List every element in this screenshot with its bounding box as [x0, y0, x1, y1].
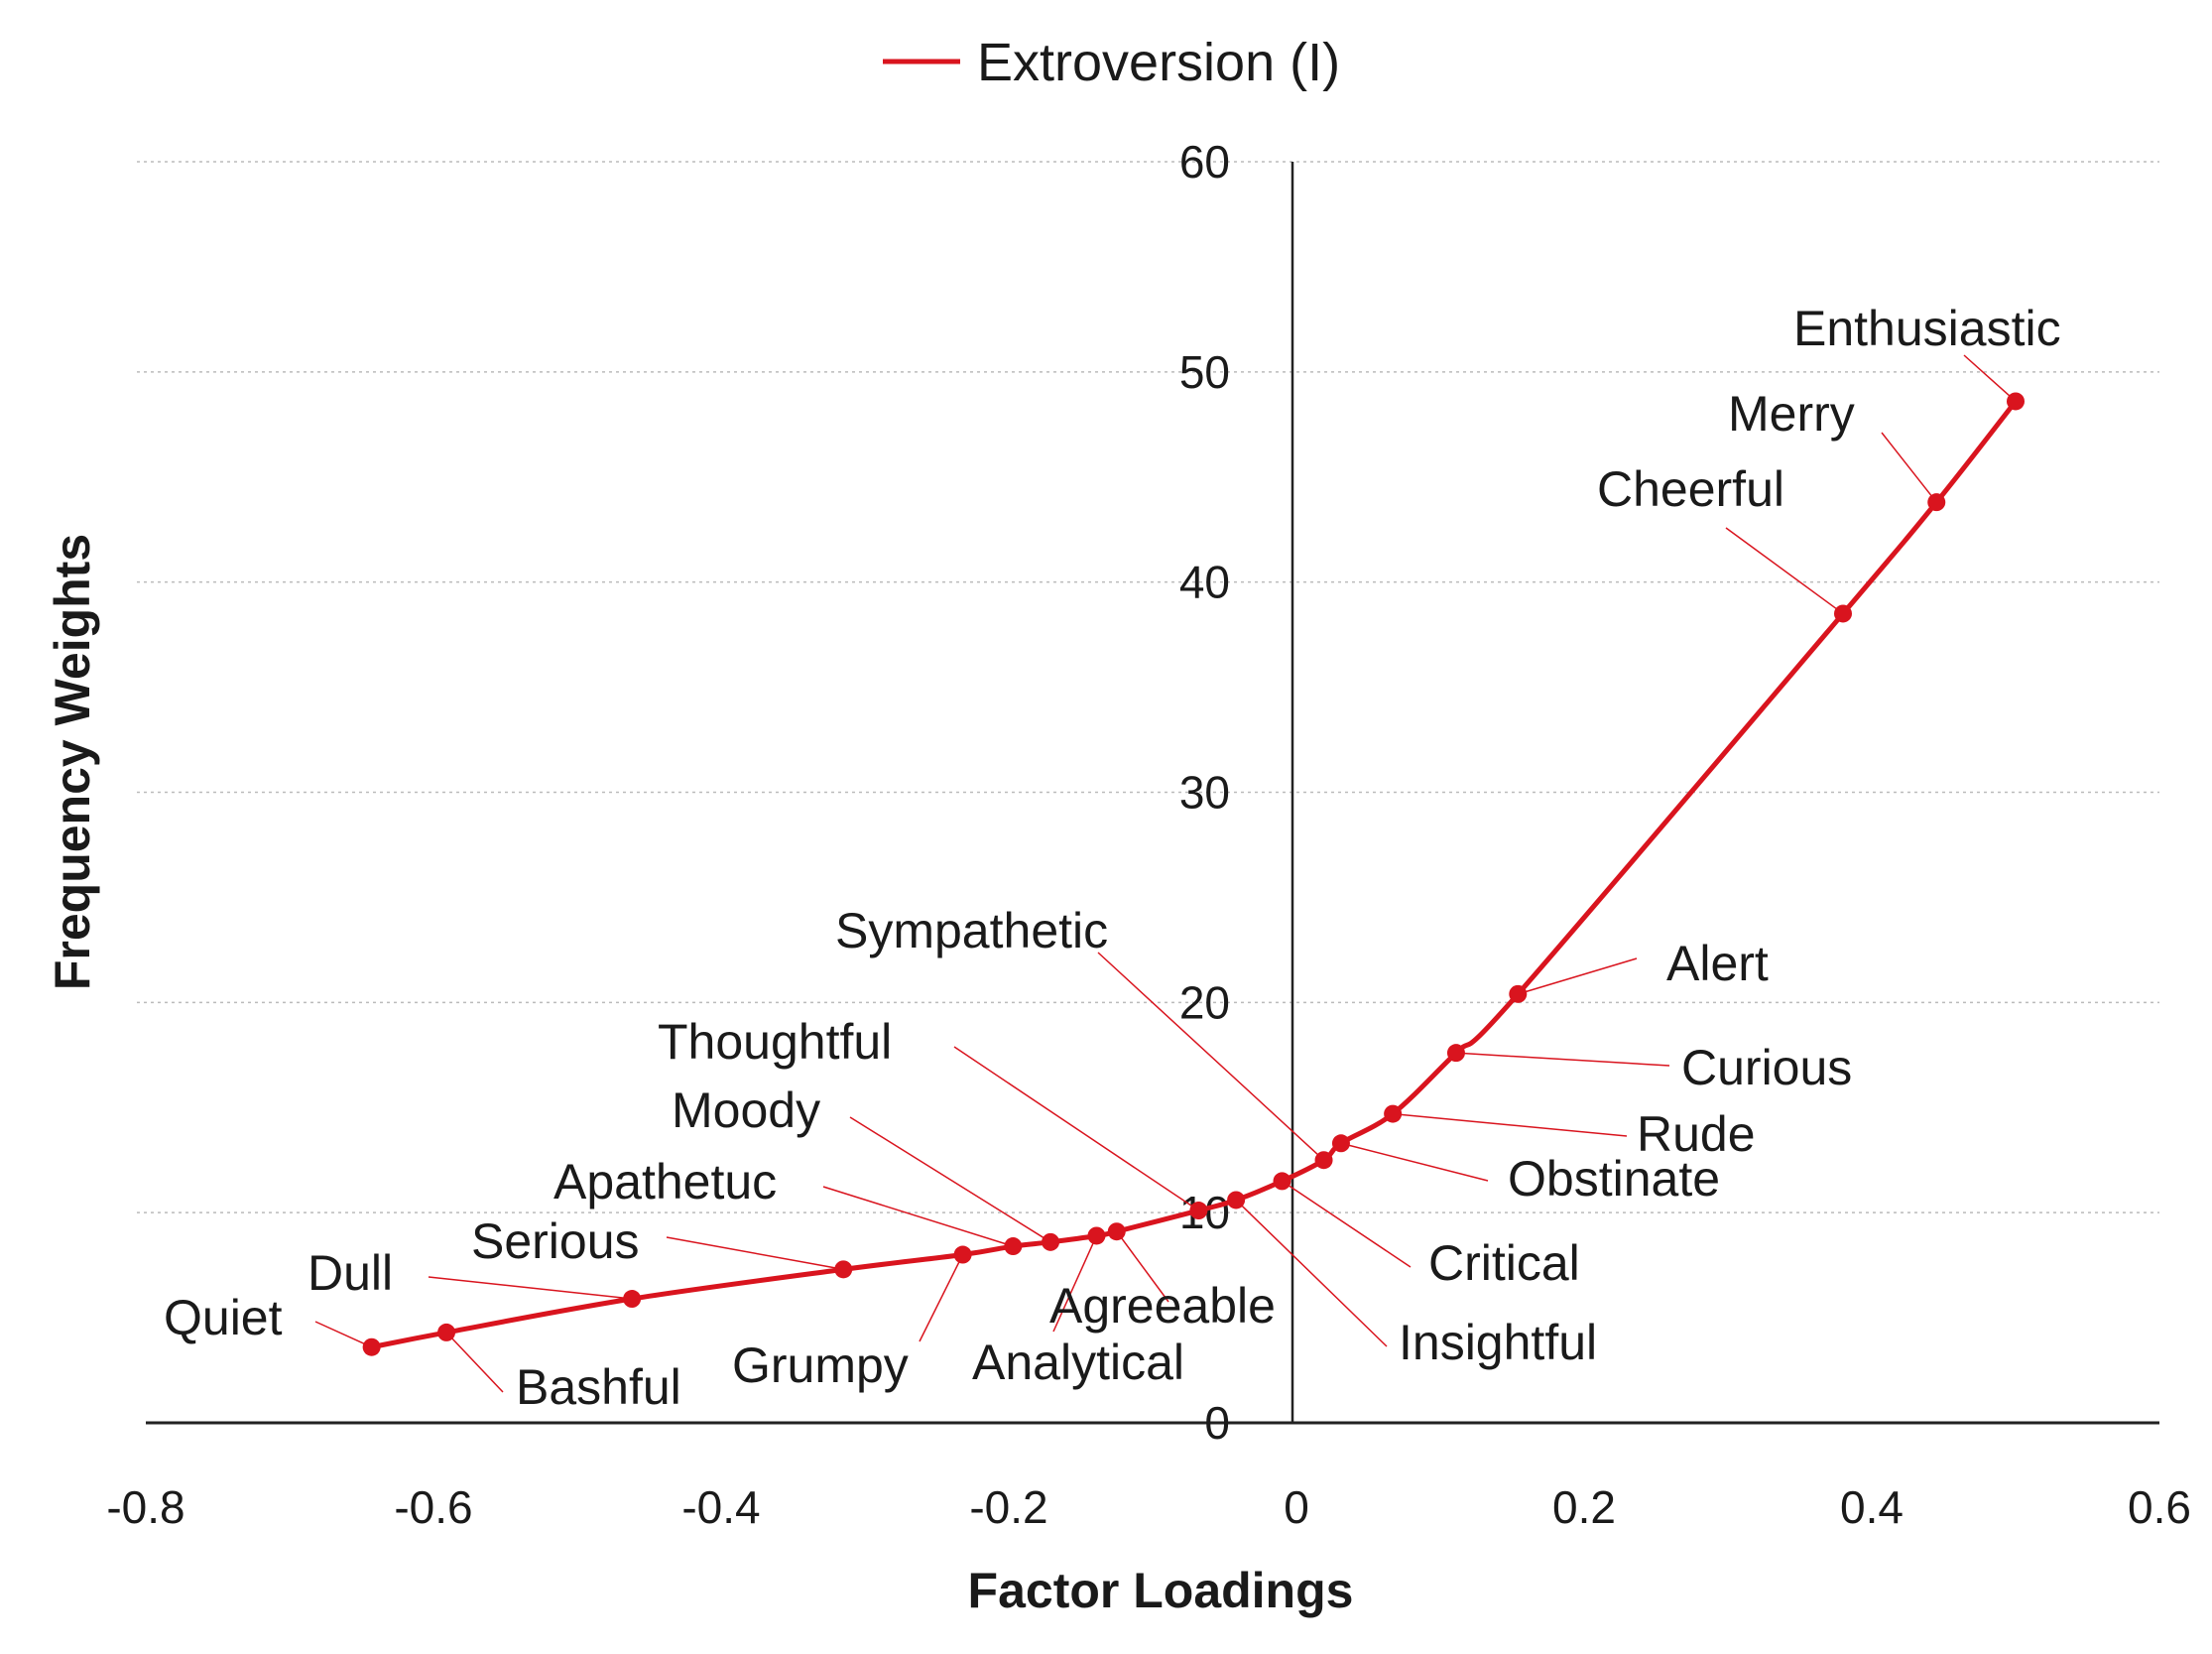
data-point-analytical: [1087, 1226, 1106, 1245]
data-point-thoughtful: [1189, 1202, 1208, 1220]
x-tick-label: -0.6: [394, 1481, 472, 1533]
axes: [146, 162, 2159, 1425]
leader-grumpy: [919, 1254, 964, 1342]
leader-obstinate: [1340, 1142, 1489, 1182]
leader-bashful: [445, 1332, 504, 1393]
leader-sympathetic: [1097, 952, 1325, 1161]
data-point-bashful: [437, 1323, 456, 1341]
data-point-obstinate: [1331, 1134, 1350, 1153]
data-point-dull: [623, 1290, 642, 1309]
data-point-cheerful: [1834, 604, 1852, 623]
data-point-alert: [1509, 984, 1528, 1003]
y-tick-label: 20: [1179, 976, 1230, 1028]
leader-serious: [666, 1236, 844, 1271]
leader-dull: [428, 1276, 633, 1300]
point-label-merry: Merry: [1728, 386, 1855, 442]
tick-labels: 0102030405060-0.8-0.6-0.4-0.200.20.40.6: [106, 136, 2191, 1533]
leader-thoughtful: [953, 1046, 1199, 1211]
data-point-merry: [1927, 493, 1946, 512]
leader-rude: [1393, 1112, 1628, 1137]
series-extroversion: [362, 392, 2025, 1356]
point-label-grumpy: Grumpy: [732, 1337, 909, 1393]
leader-merry: [1881, 432, 1937, 503]
point-labels: Quiet Bashful Dull Serious Grumpy Apathetuc Mo…: [164, 301, 2061, 1415]
leader-critical: [1282, 1180, 1412, 1268]
x-tick-label: 0.6: [2128, 1481, 2191, 1533]
x-axis-title: Factor Loadings: [968, 1563, 1354, 1618]
leader-insightful: [1235, 1199, 1388, 1347]
data-point-agreeable: [1107, 1222, 1126, 1241]
point-label-serious: Serious: [471, 1213, 640, 1269]
y-tick-label: 50: [1179, 346, 1230, 398]
point-label-thoughtful: Thoughtful: [658, 1014, 892, 1070]
x-tick-label: -0.4: [681, 1481, 760, 1533]
point-label-rude: Rude: [1637, 1106, 1756, 1162]
point-label-enthusiastic: Enthusiastic: [1793, 301, 2061, 356]
data-point-grumpy: [953, 1245, 972, 1264]
point-label-moody: Moody: [672, 1082, 820, 1138]
point-label-apathetuc: Apathetuc: [553, 1154, 777, 1209]
point-label-alert: Alert: [1666, 936, 1769, 991]
leader-apathetuc: [822, 1186, 1014, 1247]
point-label-agreeable: Agreeable: [1049, 1278, 1276, 1334]
data-point-quiet: [362, 1337, 381, 1356]
data-point-sympathetic: [1314, 1151, 1333, 1170]
point-label-analytical: Analytical: [972, 1335, 1184, 1390]
leader-cheerful: [1725, 527, 1844, 615]
y-tick-label: 30: [1179, 767, 1230, 819]
leader-analytical: [1052, 1235, 1098, 1333]
leader-curious: [1455, 1052, 1670, 1067]
point-label-curious: Curious: [1681, 1040, 1852, 1095]
y-axis-title: Frequency Weights: [45, 534, 100, 990]
leader-alert: [1518, 957, 1638, 995]
data-point-enthusiastic: [2007, 392, 2025, 411]
x-tick-label: 0.4: [1840, 1481, 1904, 1533]
data-point-apathetuc: [1004, 1237, 1023, 1256]
leader-lines: [314, 354, 2017, 1393]
data-point-rude: [1384, 1104, 1403, 1123]
point-label-bashful: Bashful: [516, 1359, 681, 1415]
point-label-cheerful: Cheerful: [1597, 461, 1784, 517]
x-tick-label: 0: [1284, 1481, 1309, 1533]
x-tick-label: 0.2: [1552, 1481, 1616, 1533]
data-point-moody: [1042, 1232, 1060, 1251]
legend: Extroversion (I): [883, 33, 1340, 92]
leader-agreeable: [1116, 1230, 1169, 1303]
x-tick-label: -0.2: [969, 1481, 1047, 1533]
leader-quiet: [314, 1321, 372, 1348]
x-tick-label: -0.8: [106, 1481, 184, 1533]
point-label-sympathetic: Sympathetic: [835, 903, 1108, 958]
leader-moody: [849, 1116, 1051, 1243]
y-tick-label: 60: [1179, 136, 1230, 188]
point-label-obstinate: Obstinate: [1508, 1151, 1720, 1207]
data-point-curious: [1446, 1044, 1465, 1063]
point-label-quiet: Quiet: [164, 1290, 283, 1345]
y-tick-label: 0: [1204, 1397, 1230, 1449]
data-point-serious: [834, 1260, 853, 1279]
data-point-critical: [1273, 1172, 1291, 1191]
point-label-dull: Dull: [307, 1245, 393, 1301]
leader-enthusiastic: [1963, 354, 2017, 403]
y-tick-label: 40: [1179, 557, 1230, 608]
point-label-critical: Critical: [1428, 1235, 1580, 1291]
data-point-insightful: [1227, 1191, 1246, 1209]
legend-label: Extroversion (I): [977, 33, 1340, 92]
point-label-insightful: Insightful: [1399, 1315, 1597, 1370]
